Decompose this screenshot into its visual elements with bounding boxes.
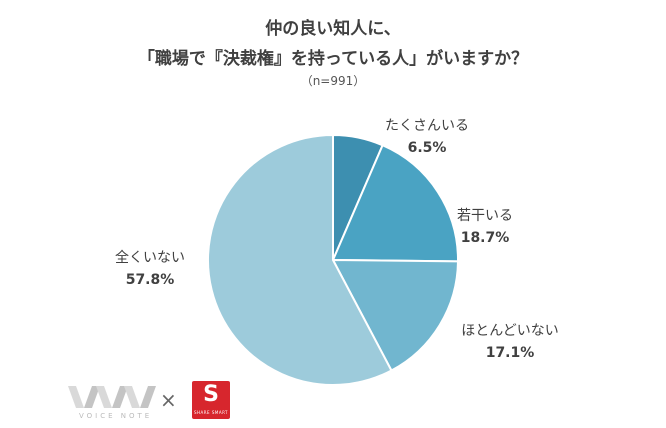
slice-label: 全くいない	[115, 249, 185, 266]
voice-note-logo-text: VOICE NOTE	[79, 412, 153, 420]
chart-title-line2: 「職場で『決裁権』を持っている人」がいますか？	[137, 49, 529, 69]
share-smart-logo-letter: S	[203, 382, 219, 407]
pie-slices	[207, 133, 460, 386]
pie-labels: たくさんいる 6.5% 若干いる 18.7% ほとんどいない 17.1% 全くいない 57.8…	[115, 118, 559, 361]
chart-title-line1: 仲の良い知人に、	[265, 19, 401, 39]
pie-slice	[207, 133, 393, 386]
slice-value-label: 17.1%	[486, 345, 535, 361]
slice-label: たくさんいる	[385, 118, 469, 134]
sample-size-note: （n=991）	[300, 74, 366, 88]
slice-label: 若干いる	[457, 208, 513, 224]
share-smart-logo-subtext: SHARE SMART	[193, 410, 229, 415]
pie-slice	[331, 143, 459, 263]
slice-label: ほとんどいない	[461, 323, 559, 339]
share-smart-logo: S SHARE SMART	[192, 381, 230, 419]
slice-value-label: 57.8%	[126, 272, 175, 288]
slice-value-label: 6.5%	[408, 140, 447, 156]
pie-slice	[331, 258, 460, 372]
collaboration-separator: ×	[160, 388, 177, 412]
voice-note-logo	[68, 386, 156, 408]
slice-value-label: 18.7%	[461, 230, 510, 246]
